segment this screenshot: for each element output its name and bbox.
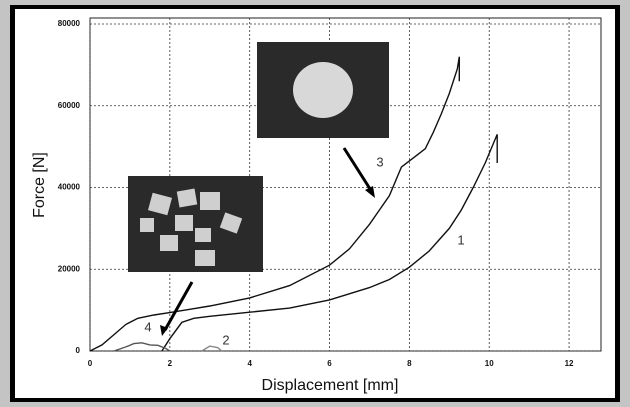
x-tick-label: 4 [247,359,252,368]
curve-label: 4 [144,319,151,334]
curve-label: 2 [222,332,229,347]
y-tick-label: 60000 [58,101,81,110]
x-axis-title: Displacement [mm] [262,377,399,394]
x-tick-label: 10 [485,359,494,368]
y-tick-label: 80000 [58,19,81,28]
x-tick-label: 6 [327,359,332,368]
photo-pellet [293,62,353,118]
x-tick-label: 2 [168,359,173,368]
curve-label: 1 [457,232,464,247]
x-tick-label: 8 [407,359,412,368]
curve-label: 3 [376,154,383,169]
y-tick-label: 0 [76,346,81,355]
x-tick-label: 12 [565,359,574,368]
y-axis-title: Force [N] [31,152,48,218]
y-tick-label: 40000 [58,183,81,192]
x-tick-label: 0 [88,359,93,368]
y-tick-label: 20000 [58,264,81,273]
chart: Displacement [mm] Force [N] 024681012020… [0,0,630,407]
page: Displacement [mm] Force [N] 024681012020… [0,0,630,407]
